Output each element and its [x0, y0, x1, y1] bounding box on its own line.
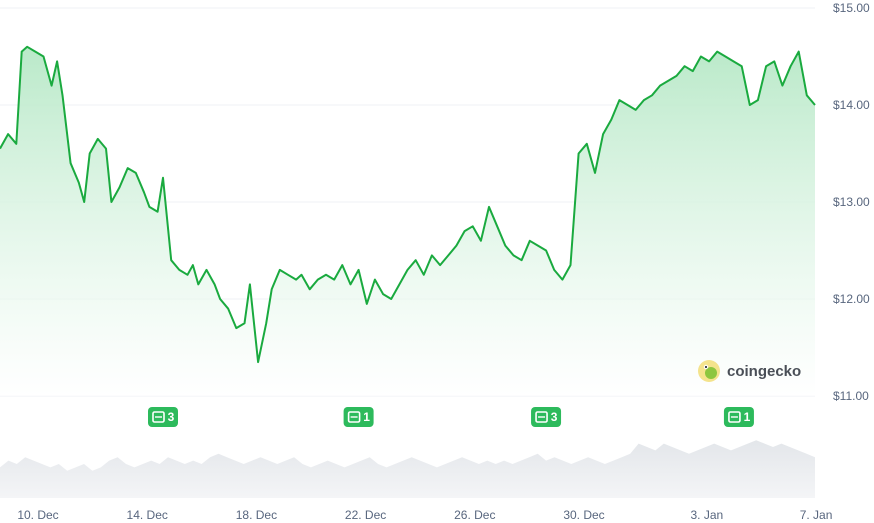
- x-axis: 10. Dec 14. Dec 18. Dec 22. Dec 26. Dec 30. D…: [17, 508, 832, 522]
- x-tick-label: 22. Dec: [345, 508, 386, 522]
- y-tick-label: $14.00: [833, 98, 870, 112]
- y-tick-label: $15.00: [833, 1, 870, 15]
- y-tick-label: $12.00: [833, 292, 870, 306]
- news-marker[interactable]: 1: [343, 407, 374, 427]
- x-tick-label: 30. Dec: [563, 508, 604, 522]
- y-tick-label: $13.00: [833, 195, 870, 209]
- news-count: 1: [363, 410, 370, 424]
- x-tick-label: 26. Dec: [454, 508, 495, 522]
- x-tick-label: 10. Dec: [17, 508, 58, 522]
- news-markers[interactable]: 3 1 3 1: [148, 407, 754, 427]
- x-tick-label: 14. Dec: [127, 508, 168, 522]
- x-tick-label: 7. Jan: [800, 508, 833, 522]
- news-count: 3: [551, 410, 558, 424]
- newspaper-icon: [728, 411, 741, 423]
- news-marker[interactable]: 3: [148, 407, 178, 427]
- price-area: [0, 46, 815, 397]
- newspaper-icon: [347, 411, 361, 423]
- price-line: [0, 45, 816, 364]
- y-tick-label: $11.00: [833, 389, 869, 403]
- news-marker[interactable]: 1: [723, 407, 754, 427]
- y-axis: $11.00 $12.00 $13.00 $14.00 $15.00: [833, 1, 870, 403]
- newspaper-icon: [535, 411, 548, 423]
- news-count: 1: [744, 410, 751, 424]
- coingecko-logo: coingecko: [698, 360, 801, 382]
- news-count: 3: [168, 410, 175, 424]
- brand-name: coingecko: [727, 363, 801, 380]
- volume-area: [0, 440, 815, 498]
- newspaper-icon: [152, 411, 165, 423]
- x-tick-label: 18. Dec: [236, 508, 277, 522]
- x-tick-label: 3. Jan: [690, 508, 723, 522]
- news-marker[interactable]: 3: [531, 407, 562, 427]
